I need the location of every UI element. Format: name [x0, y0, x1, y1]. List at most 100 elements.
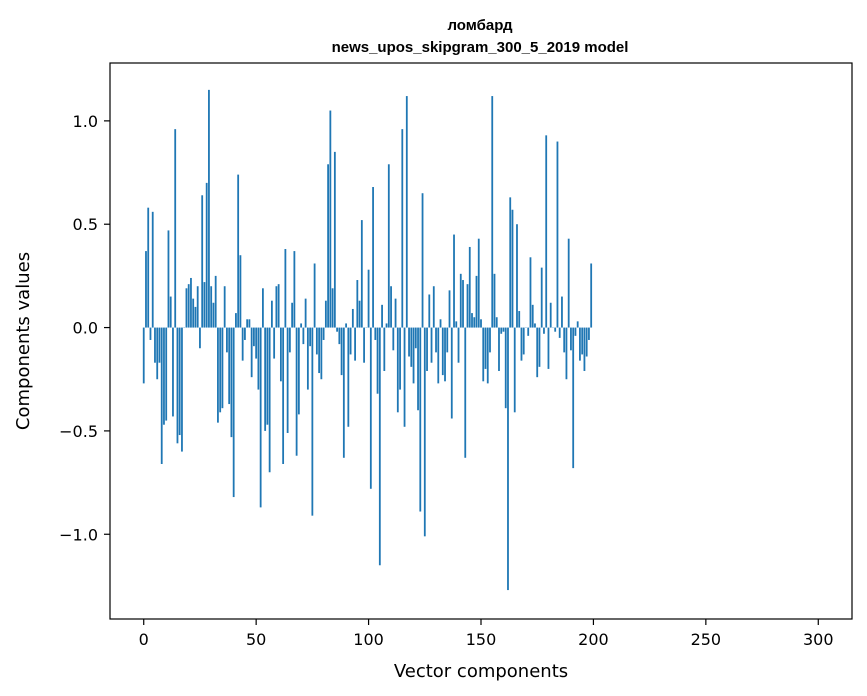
y-axis-label: Components values	[13, 252, 34, 430]
bar-component-181	[549, 302, 552, 328]
bar-component-4	[151, 211, 154, 328]
bar-component-24	[196, 286, 199, 328]
bar-component-155	[491, 96, 494, 328]
bars-group	[142, 89, 593, 591]
bar-component-13	[172, 327, 174, 417]
bar-component-133	[441, 327, 444, 376]
bar-component-90	[345, 323, 347, 328]
bar-component-17	[181, 327, 183, 452]
bar-component-89	[342, 327, 345, 458]
bar-component-125	[423, 327, 426, 537]
bar-component-23	[194, 306, 197, 328]
bar-component-127	[428, 294, 431, 328]
bar-component-59	[275, 286, 278, 328]
bar-component-21	[190, 277, 192, 328]
bar-component-5	[154, 327, 156, 363]
bar-component-175	[536, 327, 539, 378]
bar-component-142	[462, 280, 464, 328]
bar-component-197	[585, 327, 588, 357]
bar-component-80	[322, 327, 325, 340]
bar-component-115	[401, 129, 404, 328]
bar-component-166	[516, 224, 518, 328]
bar-component-112	[394, 298, 397, 328]
bar-component-6	[156, 327, 159, 380]
bar-component-169	[522, 327, 525, 355]
bar-component-63	[284, 249, 287, 328]
bar-component-162	[507, 327, 509, 591]
bar-component-35	[221, 327, 224, 409]
bar-component-87	[338, 327, 341, 345]
bar-component-95	[356, 280, 359, 328]
bar-component-131	[437, 327, 440, 384]
x-tick-label-300: 300	[803, 630, 834, 649]
bar-component-103	[374, 327, 377, 340]
bar-component-44	[241, 327, 244, 361]
bar-component-178	[543, 327, 545, 334]
bar-component-66	[291, 302, 294, 328]
bar-component-55	[266, 327, 269, 425]
y-axis: −1.0 −0.5 0.0 0.5 1.0	[59, 112, 110, 544]
x-tick-label-0: 0	[139, 630, 149, 649]
bar-component-68	[295, 327, 298, 456]
bar-component-194	[579, 327, 581, 361]
bar-component-177	[540, 267, 543, 328]
bar-component-154	[489, 327, 491, 353]
bar-component-179	[545, 135, 548, 328]
bar-component-150	[480, 319, 482, 328]
bar-component-85	[333, 151, 336, 328]
bar-component-147	[473, 317, 476, 328]
bar-component-161	[504, 327, 507, 409]
bar-component-139	[455, 321, 458, 328]
chart-title: ломбард	[447, 17, 513, 34]
bar-component-8	[160, 327, 163, 464]
bar-component-153	[486, 327, 489, 384]
bar-component-113	[396, 327, 399, 413]
bar-component-159	[500, 327, 503, 334]
bar-component-0	[142, 327, 145, 384]
bar-component-193	[576, 321, 579, 328]
bar-component-122	[417, 327, 419, 411]
y-tick-label-1: −0.5	[59, 422, 98, 441]
bar-component-158	[498, 327, 500, 371]
bar-component-43	[239, 255, 242, 328]
chart-subtitle: news_upos_skipgram_300_5_2019 model	[332, 39, 629, 56]
bar-component-15	[176, 327, 179, 444]
bar-component-129	[432, 286, 435, 328]
bar-component-28	[205, 182, 208, 328]
bar-component-57	[270, 300, 273, 328]
bar-component-40	[232, 327, 235, 498]
bar-component-30	[210, 286, 213, 328]
bar-component-188	[565, 327, 568, 380]
bar-component-47	[248, 319, 251, 328]
y-tick-label-4: 1.0	[73, 112, 98, 131]
bar-component-119	[410, 327, 413, 367]
bar-component-171	[527, 327, 530, 336]
bar-component-135	[446, 327, 449, 353]
bar-component-86	[336, 327, 338, 332]
bar-component-165	[513, 327, 516, 413]
bar-component-93	[351, 308, 354, 328]
bar-component-54	[264, 327, 267, 431]
bar-component-69	[297, 327, 300, 415]
bar-component-149	[477, 238, 480, 328]
bar-component-48	[250, 327, 253, 378]
bar-component-121	[414, 327, 417, 349]
bar-component-100	[367, 269, 370, 328]
bar-component-92	[349, 327, 352, 355]
bar-component-83	[329, 110, 332, 328]
bar-component-71	[302, 327, 305, 345]
bar-component-19	[185, 288, 188, 328]
bar-component-53	[262, 288, 264, 328]
bar-component-22	[192, 298, 195, 328]
bar-component-102	[372, 187, 374, 328]
bar-component-106	[381, 304, 383, 328]
bar-component-117	[405, 96, 408, 328]
bar-component-123	[419, 327, 422, 512]
bar-component-27	[203, 282, 206, 328]
bar-component-195	[581, 327, 584, 355]
bar-component-42	[237, 174, 240, 328]
bar-component-72	[304, 298, 307, 328]
bar-component-38	[228, 327, 231, 405]
